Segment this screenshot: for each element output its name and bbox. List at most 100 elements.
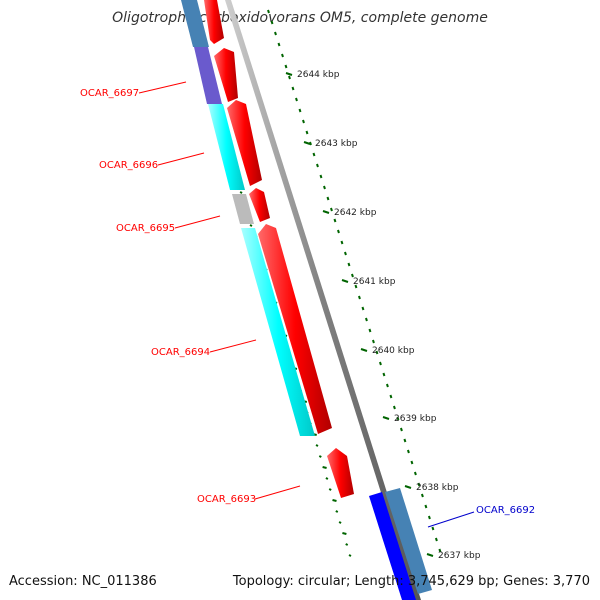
gc-skew-mark [410, 460, 414, 465]
gc-skew-mark [302, 119, 305, 124]
gene-leader-lines [138, 81, 475, 528]
gc-skew-mark [364, 317, 368, 322]
gc-skew-mark [427, 515, 431, 520]
scale-labels: 2644 kbp 2643 kbp 2642 kbp 2641 kbp 2640… [297, 70, 481, 561]
tick-label: 2644 kbp [297, 70, 340, 80]
gc-skew-mark [417, 482, 421, 487]
scale-tick-marks [285, 72, 434, 557]
gc-skew-mark [420, 493, 424, 498]
gene-arrow-top [204, 0, 224, 44]
gc-skew-mark [305, 130, 309, 135]
gene-arrow-ocar-6694 [258, 224, 332, 434]
gene-arrow-ocar-6695 [249, 188, 270, 222]
gc-skew-mark [330, 207, 333, 212]
gc-skew-mark [382, 372, 386, 377]
inner-tick-mark [338, 521, 342, 524]
gc-skew-mark [312, 152, 316, 157]
gc-skew-mark [438, 548, 442, 553]
inner-tick-mark [315, 444, 319, 447]
gc-skew-mark [396, 416, 400, 421]
gc-skew-mark [316, 163, 319, 168]
gc-skew-mark [368, 328, 372, 333]
gene-label-ocar-6695[interactable]: OCAR_6695 [116, 223, 175, 234]
inner-tick-mark [345, 543, 349, 546]
inner-tick-mark [348, 554, 352, 557]
gc-skew-mark [413, 471, 417, 476]
cog-block-ocar-6695 [232, 194, 254, 224]
inner-tick-mark [239, 191, 243, 194]
gc-skew-mark [288, 75, 291, 80]
tick-label: 2641 kbp [353, 277, 396, 287]
tick-label: 2639 kbp [394, 414, 437, 424]
gene-label-ocar-6692[interactable]: OCAR_6692 [476, 505, 535, 516]
gene-label-ocar-6696[interactable]: OCAR_6696 [99, 160, 158, 171]
gc-skew-mark [344, 251, 347, 256]
backbone-band [225, 0, 421, 600]
cog-block-ocar-6696 [208, 104, 245, 190]
gc-skew-mark [375, 350, 379, 355]
gc-skew-mark [267, 9, 270, 14]
gc-skew-mark [434, 537, 438, 542]
gc-skew-mark [357, 295, 361, 300]
gene-label-ocar-6693[interactable]: OCAR_6693 [197, 494, 256, 505]
inner-tick-mark [332, 499, 337, 502]
gc-skew-mark [354, 284, 358, 289]
gc-skew-mark [295, 97, 298, 102]
tick-label: 2642 kbp [334, 208, 377, 218]
map-title: Oligotropha carboxidovorans OM5, complet… [112, 10, 488, 26]
cog-block-ocar-6692a [369, 492, 416, 600]
gc-skew-mark [403, 438, 407, 443]
gc-skew-mark [326, 196, 330, 201]
gc-skew-mark [340, 240, 344, 245]
tick-label: 2638 kbp [416, 483, 459, 493]
gc-skew-mark [333, 218, 337, 223]
gc-skew-mark [284, 64, 288, 69]
gc-skew-mark [281, 53, 284, 58]
inner-tick-mark [322, 466, 327, 469]
gc-skew-mark [424, 504, 428, 509]
gene-labels: OCAR_6697 OCAR_6696 OCAR_6695 OCAR_6694 … [80, 88, 535, 516]
inner-tick-mark [328, 488, 332, 491]
gc-skew-mark [347, 262, 351, 267]
inner-tick-mark [318, 455, 322, 458]
gc-skew-mark [323, 185, 326, 190]
inner-tick-mark [249, 224, 253, 227]
tick-label: 2640 kbp [372, 346, 415, 356]
gene-label-ocar-6697[interactable]: OCAR_6697 [80, 88, 139, 99]
accession-text: Accession: NC_011386 [9, 574, 157, 589]
gc-skew-mark [389, 394, 393, 399]
inner-tick-mark [335, 510, 339, 513]
gc-skew-mark [291, 86, 295, 91]
gc-skew-track [267, 9, 442, 553]
genome-summary-text: Topology: circular; Length: 3,745,629 bp… [232, 574, 590, 589]
gene-arrow-ocar-6696 [227, 100, 262, 186]
cog-block-ocar-6692b [385, 488, 432, 594]
inner-tick-mark [325, 477, 329, 480]
gc-skew-mark [406, 449, 410, 454]
inner-tick-mark [342, 532, 347, 535]
gc-skew-mark [274, 31, 277, 36]
gc-skew-mark [385, 383, 389, 388]
gc-skew-mark [431, 526, 435, 531]
cog-block-top-steel [181, 0, 209, 47]
gene-label-ocar-6694[interactable]: OCAR_6694 [151, 347, 210, 358]
gc-skew-mark [392, 405, 396, 410]
tick-label: 2637 kbp [438, 551, 481, 561]
gc-skew-mark [337, 229, 340, 234]
gene-arrow-ocar-6697 [214, 48, 238, 102]
gene-arrow-ocar-6693 [327, 448, 354, 498]
cog-block-ocar-6694 [241, 228, 315, 436]
gc-skew-mark [378, 361, 382, 366]
tick-label: 2643 kbp [315, 139, 358, 149]
cog-block-ocar-6697 [194, 47, 222, 104]
gc-skew-mark [361, 306, 365, 311]
gc-skew-mark [351, 273, 354, 278]
gc-skew-mark [298, 108, 302, 113]
gc-skew-mark [399, 427, 403, 432]
gc-skew-mark [270, 20, 274, 25]
gc-skew-mark [319, 174, 323, 179]
gc-skew-mark [309, 141, 312, 146]
gc-skew-mark [371, 339, 375, 344]
gc-skew-mark [277, 42, 281, 47]
